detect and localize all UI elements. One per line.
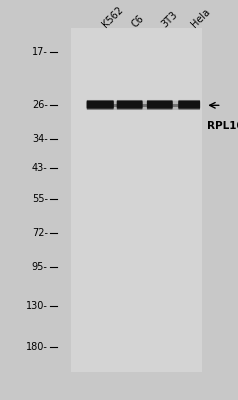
Text: K562: K562	[100, 5, 125, 30]
Text: 95-: 95-	[32, 262, 48, 272]
Text: 130-: 130-	[26, 301, 48, 311]
Bar	[113, 104, 117, 107]
Text: 180-: 180-	[26, 342, 48, 352]
FancyBboxPatch shape	[87, 100, 114, 108]
FancyBboxPatch shape	[117, 100, 143, 108]
Text: 55-: 55-	[32, 194, 48, 204]
FancyBboxPatch shape	[87, 100, 200, 110]
FancyBboxPatch shape	[117, 101, 143, 108]
Text: 26-: 26-	[32, 100, 48, 110]
Text: RPL10A: RPL10A	[207, 121, 238, 131]
Text: 43-: 43-	[32, 163, 48, 173]
FancyBboxPatch shape	[147, 100, 173, 108]
Text: 72-: 72-	[32, 228, 48, 238]
FancyBboxPatch shape	[117, 102, 143, 110]
Text: 3T3: 3T3	[160, 10, 180, 30]
Bar	[142, 104, 147, 107]
FancyBboxPatch shape	[147, 102, 173, 110]
FancyBboxPatch shape	[178, 101, 200, 108]
Text: 34-: 34-	[32, 134, 48, 144]
Text: Hela: Hela	[189, 7, 212, 30]
Bar	[172, 104, 179, 107]
FancyBboxPatch shape	[87, 101, 114, 108]
FancyBboxPatch shape	[178, 102, 200, 110]
FancyBboxPatch shape	[147, 101, 173, 108]
Text: 17-: 17-	[32, 47, 48, 57]
Text: C6: C6	[130, 13, 146, 30]
FancyBboxPatch shape	[178, 100, 200, 108]
FancyBboxPatch shape	[87, 102, 114, 110]
